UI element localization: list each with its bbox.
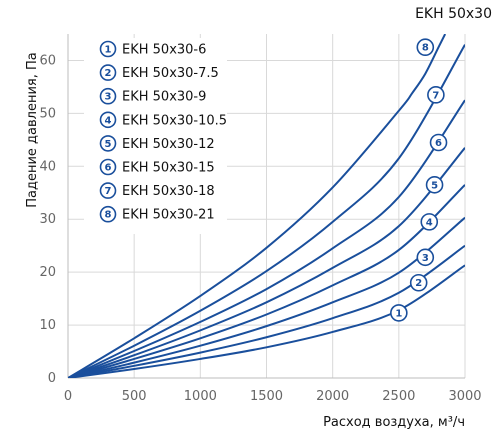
series-line-7	[68, 44, 465, 378]
series-line-3	[68, 216, 465, 378]
series-marker-label-2: 2	[415, 278, 422, 289]
series-marker-label-3: 3	[422, 253, 429, 264]
y-axis-label: Падение давления, Па	[25, 52, 40, 208]
legend-marker-number: 7	[105, 186, 112, 197]
series-marker-circle-5	[425, 176, 444, 194]
legend-marker-circle	[99, 205, 117, 223]
y-tick-label: 40	[39, 159, 56, 174]
series-marker-label-1: 1	[395, 308, 402, 319]
legend-item-label: EKH 50x30-21	[122, 208, 215, 223]
legend-marker-circle	[99, 40, 117, 58]
legend-marker-number: 5	[105, 139, 112, 150]
series-marker-label-4: 4	[426, 217, 433, 228]
series-marker-circle-2	[409, 273, 428, 292]
series-marker-circle-3	[416, 248, 435, 267]
x-tick-label: 2000	[316, 389, 349, 404]
series-marker-label-7: 7	[432, 90, 439, 101]
legend-item-label: EKH 50x30-7.5	[122, 66, 219, 81]
legend-marker-circle	[99, 182, 117, 199]
y-tick-label: 60	[39, 53, 56, 68]
legend-marker-number: 4	[105, 115, 112, 126]
legend-marker-number: 3	[105, 92, 112, 103]
series-line-4	[68, 184, 465, 378]
series-marker-circle-8	[416, 38, 435, 57]
legend-item-label: EKH 50x30-9	[122, 90, 206, 105]
legend-marker-circle	[99, 64, 117, 81]
x-tick-label: 500	[122, 389, 147, 404]
x-tick-label: 3000	[448, 389, 481, 404]
series-line-8	[68, 34, 447, 378]
series-marker-circle-1	[390, 304, 408, 322]
series-marker-label-8: 8	[422, 43, 429, 54]
x-tick-label: 1000	[184, 389, 217, 404]
legend-item-label: EKH 50x30-15	[122, 161, 215, 176]
legend-item-label: EKH 50x30-6	[122, 43, 206, 58]
y-tick-label: 0	[48, 371, 56, 386]
x-tick-label: 2500	[382, 389, 415, 404]
y-tick-label: 10	[39, 318, 56, 333]
chart-title: EKH 50x30	[415, 6, 492, 22]
x-tick-label: 0	[64, 389, 72, 404]
legend-marker-circle	[99, 135, 117, 152]
series-marker-label-6: 6	[435, 138, 442, 149]
legend-marker-circle	[99, 158, 117, 176]
legend-marker-number: 6	[105, 163, 112, 174]
legend: 1 EKH 50x30-62 EKH 50x30-7.53 EKH 50x30-94 E…	[84, 38, 227, 234]
series-marker-circle-4	[420, 213, 439, 231]
series-marker-circle-7	[427, 86, 445, 104]
legend-marker-number: 8	[105, 210, 112, 221]
legend-marker-number: 1	[105, 45, 112, 56]
series-line-6	[68, 99, 465, 378]
legend-marker-circle	[99, 87, 117, 105]
series-line-2	[68, 244, 465, 378]
series-line-5	[68, 147, 465, 378]
legend-marker-circle	[99, 111, 117, 129]
legend-item-label: EKH 50x30-10.5	[122, 113, 227, 128]
series-marker-circle-6	[429, 133, 448, 152]
y-tick-label: 30	[39, 212, 56, 227]
y-tick-label: 50	[39, 106, 56, 121]
x-tick-label: 1500	[250, 389, 283, 404]
legend-item-label: EKH 50x30-12	[122, 137, 215, 152]
series-markers: 1 2 3 4 5 6 7 8	[390, 38, 448, 322]
axes: 0 500 1000 1500 2000 2500 3000 0 10 20 30 40 50 60	[39, 34, 482, 404]
x-axis-label: Расход воздуха, м³/ч	[323, 415, 465, 430]
series-marker-label-5: 5	[431, 180, 438, 191]
legend-marker-number: 2	[105, 68, 112, 79]
legend-item-label: EKH 50x30-18	[122, 184, 215, 199]
y-tick-label: 20	[39, 265, 56, 280]
